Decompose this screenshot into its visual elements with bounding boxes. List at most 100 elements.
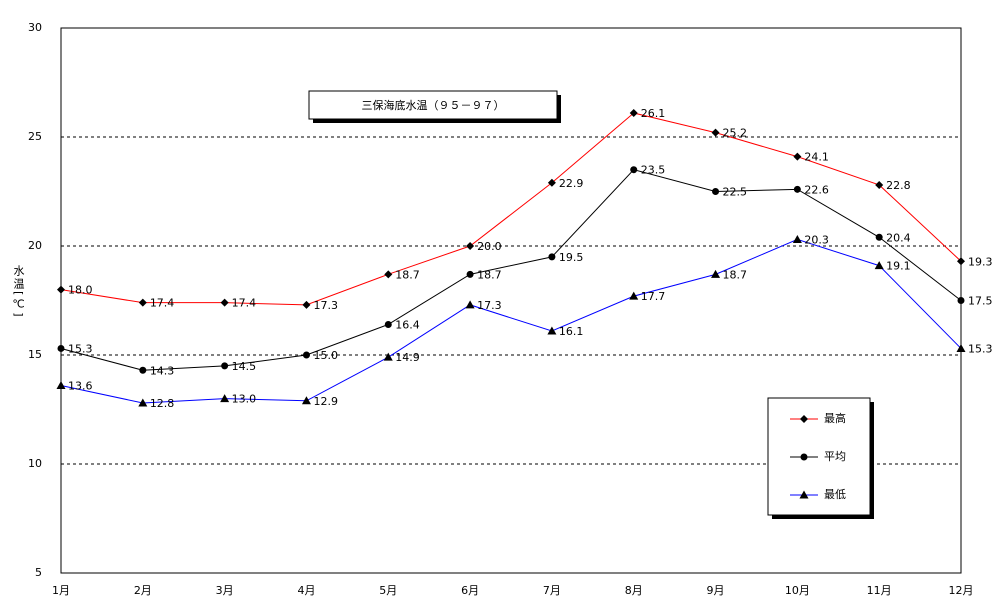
data-point — [57, 344, 65, 352]
y-tick-label: 5 — [35, 566, 42, 579]
data-label: 18.7 — [723, 268, 748, 281]
data-label: 22.9 — [559, 177, 584, 190]
data-point — [138, 398, 148, 407]
data-point — [547, 326, 557, 335]
data-label: 25.2 — [723, 127, 748, 140]
series-line — [60, 112, 962, 306]
data-point — [711, 128, 720, 137]
y-tick-label: 30 — [28, 21, 42, 34]
x-tick-label: 7月 — [543, 584, 561, 597]
data-label: 20.3 — [804, 233, 829, 246]
data-point — [875, 233, 883, 241]
data-point — [712, 188, 720, 195]
legend-label: 平均 — [824, 450, 846, 463]
data-point — [301, 396, 311, 405]
x-tick-label: 1月 — [52, 584, 70, 597]
data-point — [384, 320, 392, 328]
data-label: 14.3 — [150, 364, 175, 377]
title-box — [308, 90, 558, 120]
data-point — [956, 343, 966, 352]
data-point — [711, 269, 721, 278]
data-label: 13.0 — [232, 393, 256, 406]
x-tick-label: 6月 — [461, 584, 479, 597]
data-label: 12.8 — [150, 397, 175, 410]
data-point — [220, 298, 229, 307]
x-tick-label: 12月 — [949, 584, 974, 597]
data-label: 26.1 — [641, 107, 666, 120]
data-label: 17.4 — [150, 297, 175, 310]
data-point — [793, 152, 802, 161]
data-point — [547, 178, 556, 187]
legend-marker — [799, 490, 809, 499]
legend-marker — [800, 415, 808, 423]
data-point — [630, 166, 638, 174]
data-point — [384, 270, 393, 279]
data-label: 20.4 — [886, 231, 911, 244]
y-tick-label: 20 — [28, 239, 42, 252]
data-point — [383, 352, 393, 361]
data-label: 20.0 — [477, 240, 502, 253]
x-tick-label: 3月 — [216, 584, 234, 597]
data-point — [793, 185, 801, 193]
data-label: 15.0 — [313, 349, 338, 362]
data-label: 24.1 — [804, 151, 829, 164]
data-point — [466, 270, 474, 278]
data-label: 19.5 — [559, 251, 584, 264]
data-label: 18.7 — [395, 268, 420, 281]
y-axis-label: 水温[℃] — [12, 265, 25, 319]
data-label: 14.9 — [395, 351, 420, 364]
data-label: 19.3 — [968, 255, 993, 268]
x-tick-label: 4月 — [297, 584, 315, 597]
data-label: 15.3 — [68, 342, 93, 355]
legend-label: 最高 — [824, 411, 846, 425]
data-point — [792, 234, 802, 243]
x-tick-label: 5月 — [379, 584, 397, 597]
y-tick-label: 25 — [28, 130, 42, 143]
legend-label: 最低 — [824, 488, 846, 501]
data-point — [138, 298, 147, 307]
data-label: 12.9 — [313, 395, 338, 408]
data-label: 13.6 — [68, 380, 93, 393]
data-label: 16.4 — [395, 318, 420, 331]
data-label: 17.7 — [641, 290, 666, 303]
data-label: 22.5 — [723, 186, 748, 199]
data-label: 18.0 — [68, 284, 93, 297]
data-label: 23.5 — [641, 164, 666, 177]
data-point — [302, 351, 310, 359]
data-point — [875, 180, 884, 189]
data-point — [56, 381, 66, 390]
data-point — [139, 366, 147, 374]
data-point — [957, 297, 965, 304]
data-point — [874, 261, 884, 270]
data-label: 17.4 — [232, 297, 256, 310]
data-point — [57, 285, 65, 294]
chart-title: 三保海底水温（９５－９７） — [362, 98, 505, 112]
data-label: 19.1 — [886, 260, 911, 273]
x-tick-label: 10月 — [785, 584, 810, 597]
data-label: 14.5 — [232, 360, 256, 373]
data-point — [957, 257, 965, 266]
y-tick-label: 10 — [28, 457, 42, 470]
y-tick-label: 15 — [28, 348, 42, 361]
data-label: 22.8 — [886, 179, 911, 192]
data-label: 15.3 — [968, 342, 993, 355]
x-tick-label: 2月 — [134, 584, 152, 597]
series-line — [60, 238, 962, 404]
data-label: 22.6 — [804, 183, 829, 196]
legend-box — [767, 397, 871, 516]
data-point — [466, 242, 475, 250]
data-point — [548, 253, 556, 261]
data-point — [629, 109, 638, 118]
data-point — [221, 362, 229, 370]
data-point — [220, 394, 230, 403]
data-label: 16.1 — [559, 325, 584, 338]
data-label: 17.5 — [968, 295, 993, 308]
data-point — [629, 291, 639, 300]
data-label: 17.3 — [313, 299, 338, 312]
x-tick-label: 9月 — [707, 584, 725, 597]
data-point — [302, 300, 311, 309]
series-line — [60, 169, 962, 371]
data-label: 18.7 — [477, 268, 502, 281]
x-tick-label: 8月 — [625, 584, 643, 597]
